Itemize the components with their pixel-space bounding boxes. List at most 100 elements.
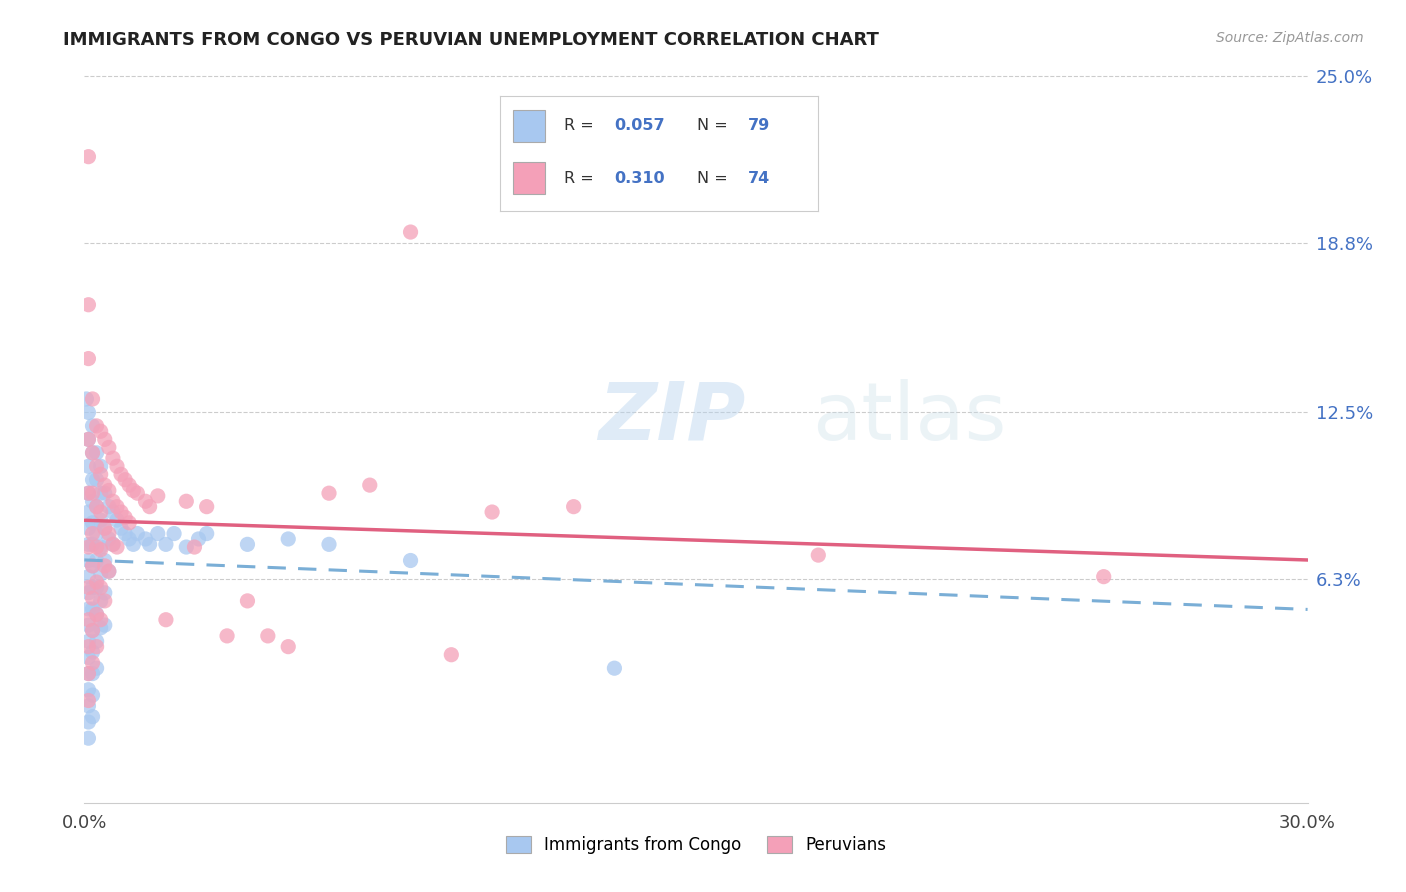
Point (90, 424, 112, 438)
Point (86, 661, 108, 675)
Point (82, 645, 104, 659)
Point (146, 489, 169, 503)
Point (93, 558, 115, 573)
Point (118, 516, 141, 530)
Point (93, 553, 115, 567)
Point (77, 459, 100, 474)
Point (82, 666, 104, 681)
Point (77, 666, 100, 681)
Point (90, 613, 112, 627)
Point (86, 575, 108, 590)
Point (77, 298, 100, 312)
Point (82, 602, 104, 616)
Point (277, 532, 299, 546)
Point (93, 521, 115, 535)
Point (86, 500, 108, 514)
Point (77, 540, 100, 554)
Point (77, 634, 100, 648)
Text: Source: ZipAtlas.com: Source: ZipAtlas.com (1216, 31, 1364, 45)
Text: ZIP: ZIP (598, 379, 745, 457)
Point (187, 532, 209, 546)
Point (86, 500, 108, 514)
Point (90, 581, 112, 595)
Point (90, 566, 112, 581)
Point (93, 486, 115, 500)
Point (86, 634, 108, 648)
Point (359, 478, 381, 492)
Point (257, 629, 280, 643)
Point (82, 709, 104, 723)
Point (90, 486, 112, 500)
Point (110, 521, 132, 535)
Point (122, 537, 145, 551)
Point (127, 486, 149, 500)
Point (77, 613, 100, 627)
Point (86, 581, 108, 595)
Point (93, 521, 115, 535)
Point (82, 446, 104, 460)
Point (90, 505, 112, 519)
Point (77, 569, 100, 583)
Legend: Immigrants from Congo, Peruvians: Immigrants from Congo, Peruvians (499, 830, 893, 861)
Point (562, 500, 585, 514)
Point (77, 698, 100, 713)
Point (82, 558, 104, 573)
Point (101, 494, 124, 508)
Point (236, 594, 259, 608)
Point (77, 581, 100, 595)
Point (101, 537, 124, 551)
Point (183, 540, 205, 554)
Point (114, 473, 136, 487)
Point (86, 418, 108, 433)
Point (77, 521, 100, 535)
Point (318, 537, 340, 551)
Point (93, 594, 115, 608)
Point (481, 505, 503, 519)
Point (86, 540, 108, 554)
Point (135, 532, 157, 546)
Point (90, 513, 112, 527)
Point (97, 564, 120, 578)
Point (118, 478, 141, 492)
Point (90, 540, 112, 554)
Point (77, 714, 100, 729)
Point (807, 548, 830, 562)
Text: IMMIGRANTS FROM CONGO VS PERUVIAN UNEMPLOYMENT CORRELATION CHART: IMMIGRANTS FROM CONGO VS PERUVIAN UNEMPL… (63, 31, 879, 49)
Point (155, 613, 177, 627)
Point (77, 731, 100, 746)
Point (114, 526, 136, 541)
Point (86, 607, 108, 622)
Point (155, 537, 177, 551)
Point (93, 478, 115, 492)
Point (174, 540, 197, 554)
Point (82, 418, 104, 433)
Point (138, 500, 160, 514)
Point (110, 505, 132, 519)
Point (86, 459, 108, 474)
Point (82, 446, 104, 460)
Point (90, 594, 112, 608)
Point (399, 225, 422, 239)
Point (82, 473, 104, 487)
Point (174, 494, 197, 508)
Point (105, 500, 128, 514)
Point (127, 526, 149, 541)
Point (77, 486, 100, 500)
Point (101, 451, 124, 466)
Point (82, 581, 104, 595)
Point (86, 607, 108, 622)
Point (77, 537, 100, 551)
Point (82, 656, 104, 670)
Point (195, 526, 218, 541)
Point (163, 526, 186, 541)
Point (82, 591, 104, 606)
Point (101, 537, 124, 551)
Point (82, 624, 104, 638)
Point (86, 526, 108, 541)
Point (110, 467, 132, 482)
Point (97, 441, 120, 455)
Point (82, 516, 104, 530)
Point (82, 526, 104, 541)
Point (122, 483, 145, 498)
Point (217, 629, 239, 643)
